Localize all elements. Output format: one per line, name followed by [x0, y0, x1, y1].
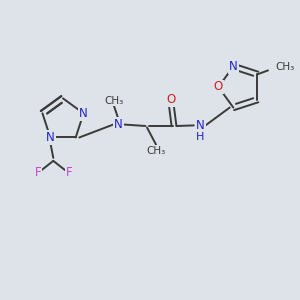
Text: N: N [229, 60, 238, 73]
Text: CH₃: CH₃ [146, 146, 166, 156]
Text: O: O [214, 80, 223, 94]
Text: N: N [46, 131, 55, 144]
Text: N: N [114, 118, 123, 131]
Text: F: F [34, 166, 41, 179]
Text: O: O [167, 93, 176, 106]
Text: F: F [66, 166, 72, 179]
Text: H: H [196, 132, 205, 142]
Text: CH₃: CH₃ [104, 95, 124, 106]
Text: N: N [79, 107, 88, 120]
Text: N: N [196, 119, 205, 132]
Text: CH₃: CH₃ [275, 62, 295, 72]
